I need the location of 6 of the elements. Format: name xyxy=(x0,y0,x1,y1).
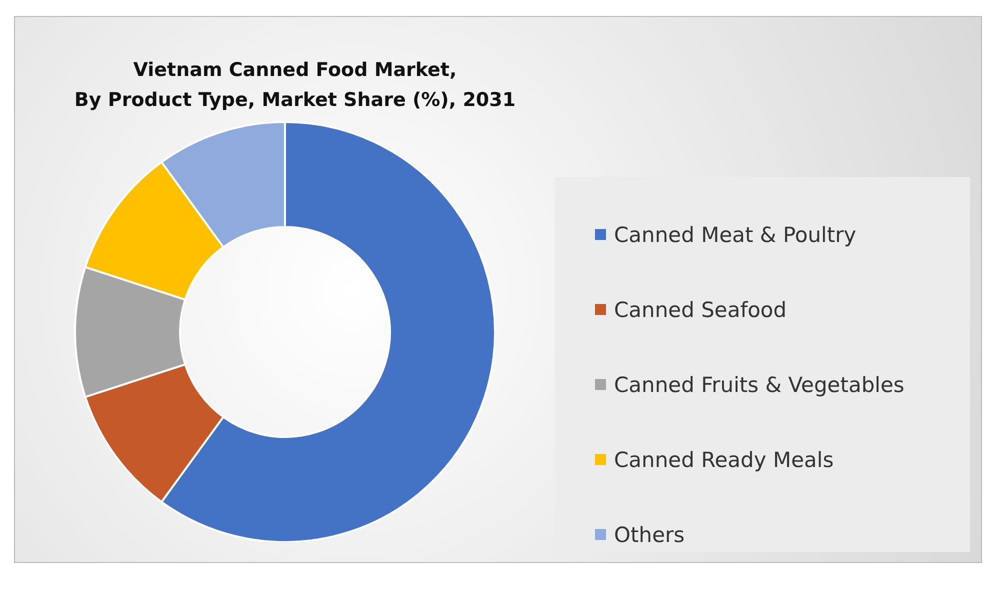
legend-label: Canned Seafood xyxy=(613,296,788,324)
legend-label: Canned Fruits & Vegetables xyxy=(613,372,906,398)
chart-title: Vietnam Canned Food Market, By Product Type, Market Share (%), 2031 xyxy=(73,58,517,113)
legend-label: Others xyxy=(613,522,686,548)
legend-label: Canned Meat & Poultry xyxy=(613,222,858,248)
legend-label: Canned Ready Meals xyxy=(613,446,835,474)
